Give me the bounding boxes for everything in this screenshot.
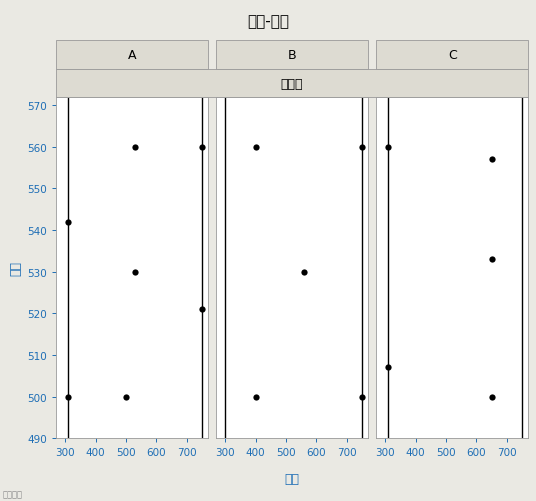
Text: C: C	[448, 49, 457, 62]
Y-axis label: 时间: 时间	[9, 261, 22, 276]
Text: 温度: 温度	[285, 472, 300, 485]
Text: A: A	[128, 49, 136, 62]
Text: B: B	[288, 49, 296, 62]
Text: 地图形状: 地图形状	[3, 489, 23, 498]
Text: 催化剂: 催化剂	[281, 78, 303, 90]
Text: 温度-时间: 温度-时间	[247, 14, 289, 29]
